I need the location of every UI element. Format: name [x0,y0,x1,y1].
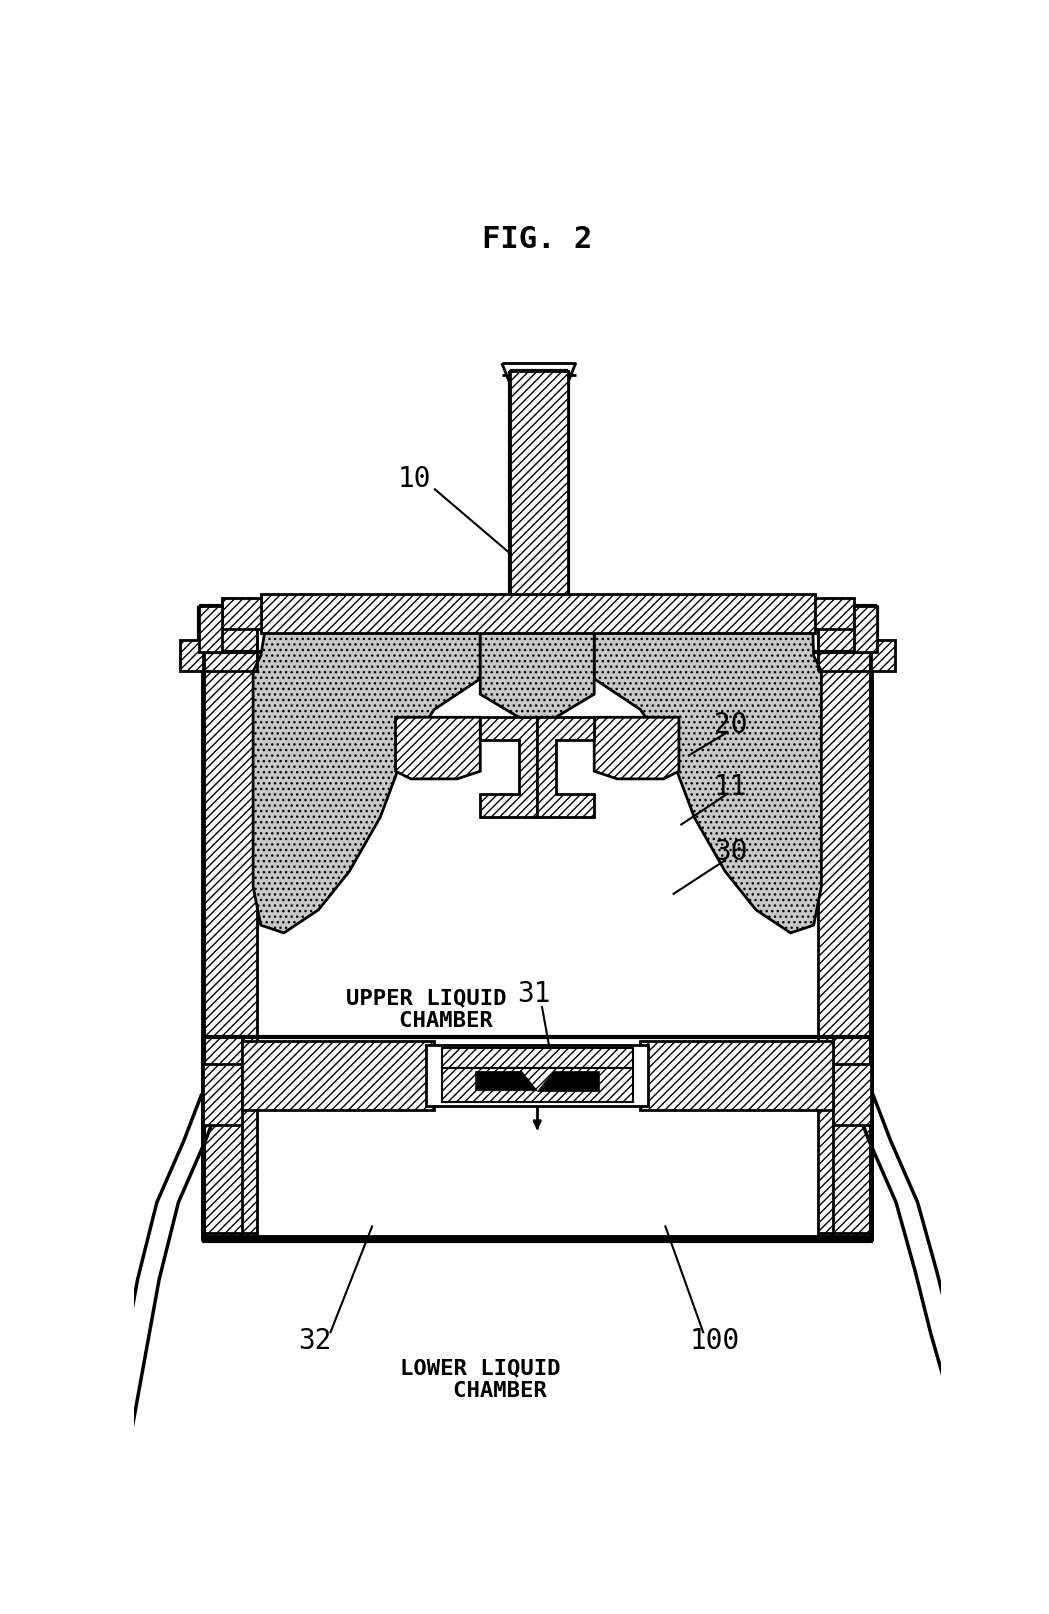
Text: 30: 30 [713,838,747,867]
Polygon shape [872,641,895,671]
Polygon shape [854,605,877,652]
Polygon shape [480,633,594,725]
Polygon shape [480,717,537,817]
Polygon shape [442,1049,633,1067]
Polygon shape [817,625,872,1241]
Polygon shape [204,625,257,1241]
Polygon shape [475,1072,537,1091]
Text: LOWER LIQUID
   CHAMBER: LOWER LIQUID CHAMBER [400,1357,560,1401]
Polygon shape [199,605,222,652]
Text: 10: 10 [398,465,431,492]
Text: 11: 11 [713,773,747,801]
Text: 32: 32 [298,1327,331,1356]
Polygon shape [180,641,204,671]
Polygon shape [510,371,568,594]
Text: UPPER LIQUID
   CHAMBER: UPPER LIQUID CHAMBER [346,988,507,1031]
Polygon shape [253,633,480,933]
Polygon shape [594,633,821,933]
Polygon shape [426,1044,648,1106]
Polygon shape [261,594,815,633]
Text: 31: 31 [517,980,551,1009]
Polygon shape [442,1067,633,1102]
Text: 100: 100 [690,1327,741,1356]
Polygon shape [395,717,480,780]
Polygon shape [204,1064,241,1125]
Text: 20: 20 [713,712,747,739]
Polygon shape [222,597,261,629]
Polygon shape [815,597,854,629]
Polygon shape [241,1041,434,1110]
Polygon shape [594,717,679,780]
Polygon shape [537,1072,599,1091]
Polygon shape [833,1064,872,1125]
Text: FIG. 2: FIG. 2 [483,226,593,255]
Polygon shape [640,1041,833,1110]
Polygon shape [537,717,594,817]
